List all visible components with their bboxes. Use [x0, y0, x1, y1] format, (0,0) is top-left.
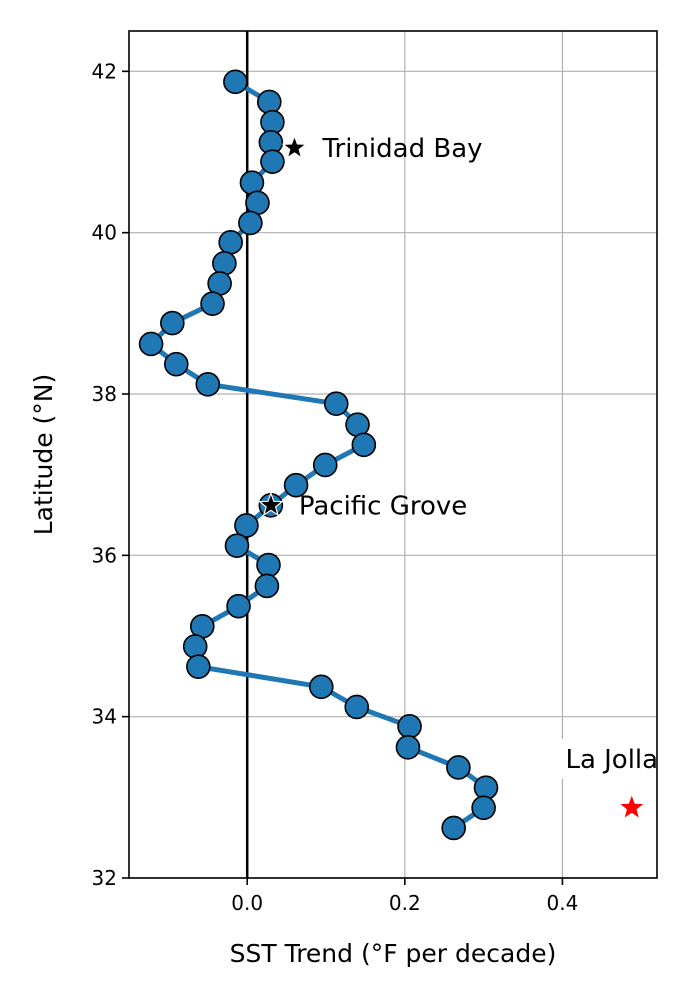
data-point: [323, 391, 349, 416]
data-point: [441, 815, 466, 841]
x-axis-label: SST Trend (°F per decade): [230, 939, 557, 968]
annotation-star-marker: [281, 134, 308, 160]
x-tick-label: 0.4: [547, 891, 579, 915]
data-point: [186, 654, 211, 679]
y-tick-label: 32: [92, 866, 117, 890]
data-point: [254, 573, 280, 599]
annotation-star-marker: [257, 491, 284, 517]
x-tick-label: 0.0: [231, 891, 263, 915]
annotation-label: La Jolla: [565, 745, 658, 775]
data-point: [473, 775, 499, 800]
annotation-label-background: [549, 738, 674, 779]
annotation-label: Trinidad Bay: [321, 134, 482, 164]
data-point: [138, 331, 164, 357]
axis-ticks: 0.0 0.2 0.4 32 34 36 38 40 42: [92, 59, 579, 915]
y-tick-label: 34: [92, 705, 117, 729]
data-point: [256, 552, 281, 578]
data-point: [397, 714, 422, 739]
y-tick-label: 42: [92, 59, 117, 83]
annotation-label: Pacific Grove: [299, 491, 467, 521]
annotations-group: Trinidad Bay Pacific Grove La Jolla: [257, 134, 674, 818]
data-point: [260, 149, 285, 174]
plot-frame: [128, 30, 658, 879]
data-point: [160, 310, 185, 336]
data-point: [351, 432, 377, 458]
data-point: [224, 533, 250, 558]
data-point: [308, 674, 334, 700]
data-point: [238, 210, 263, 236]
annotation-star-marker: [620, 795, 644, 818]
data-point: [234, 513, 259, 538]
data-point: [283, 472, 309, 498]
y-axis-label: Latitude (°N): [29, 374, 58, 536]
data-point: [395, 735, 421, 760]
data-point: [212, 251, 237, 276]
data-point: [163, 351, 189, 377]
data-point: [256, 89, 282, 115]
data-point: [344, 694, 370, 720]
data-point: [182, 634, 208, 659]
data-point: [471, 795, 496, 821]
y-tick-label: 38: [92, 382, 117, 406]
data-point: [200, 291, 225, 316]
data-point: [446, 755, 471, 780]
data-point: [223, 69, 248, 95]
data-point: [312, 452, 338, 478]
y-tick-label: 40: [92, 221, 117, 245]
data-point: [239, 170, 265, 195]
x-tick-label: 0.2: [389, 891, 421, 915]
series-markers-group: [138, 69, 499, 841]
data-point: [218, 230, 243, 255]
y-tick-label: 36: [92, 543, 117, 567]
data-point: [226, 593, 251, 619]
data-point: [195, 372, 221, 397]
